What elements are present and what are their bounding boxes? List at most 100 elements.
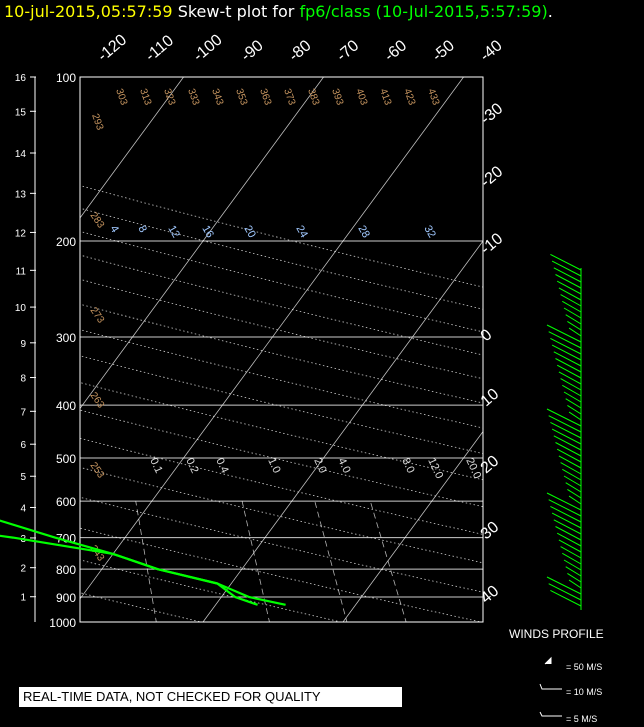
top-temp-label: -80	[286, 37, 315, 65]
wind-barb	[555, 442, 582, 457]
dry-adiabat	[80, 559, 343, 622]
height-tick-label: 1	[20, 593, 26, 604]
right-temp-label: 0	[478, 326, 496, 345]
wind-barb	[546, 576, 582, 595]
pressure-tick-label: 100	[56, 71, 76, 85]
wind-barb	[562, 384, 582, 397]
wind-barb	[568, 579, 582, 589]
isotherm-line	[80, 77, 464, 600]
title-text: Skew-t plot for	[172, 2, 300, 21]
right-temp-label: 10	[478, 386, 503, 411]
isotherm-line	[202, 240, 483, 622]
mixing-ratio-label: 12	[165, 224, 182, 241]
right-temp-label: -20	[478, 163, 507, 191]
top-temp-label: -60	[381, 37, 410, 65]
theta-label: 413	[377, 87, 393, 107]
wind-barb	[565, 398, 582, 409]
wind-barb	[563, 307, 582, 319]
theta-label: 373	[281, 87, 297, 107]
height-tick-label: 15	[15, 107, 27, 118]
wind-barb	[568, 411, 582, 421]
isotherm-line	[80, 77, 324, 410]
pressure-tick-label: 900	[56, 591, 76, 605]
top-temp-label: -100	[190, 31, 226, 65]
theta-label: 403	[353, 87, 369, 107]
wind-barb	[556, 280, 582, 295]
wind-legend-glyph	[539, 711, 562, 717]
wind-barb	[551, 344, 582, 361]
height-tick-label: 8	[20, 374, 26, 385]
mixing-ratio-label: 28	[355, 224, 372, 241]
saturation-mix-label: 0.1	[147, 456, 164, 475]
isotherm-line	[342, 430, 483, 622]
wind-barb	[565, 482, 582, 493]
wind-barb	[562, 552, 582, 565]
wind-legend-10: = 10 M/S	[566, 687, 603, 697]
temperature-line	[0, 519, 286, 606]
theta-label: 433	[425, 87, 441, 107]
wind-barb	[553, 435, 582, 451]
title-source: fp6/class (10-Jul-2015,5:57:59)	[299, 2, 548, 21]
theta-label: 333	[185, 87, 201, 107]
wind-barb	[550, 421, 582, 439]
wind-barb	[558, 287, 582, 301]
theta-label-left: 283	[88, 210, 107, 230]
wind-barb	[553, 267, 582, 283]
top-temp-label: -70	[334, 37, 363, 65]
right-temp-label: 40	[478, 583, 503, 608]
height-tick-label: 4	[20, 503, 26, 514]
wind-barb	[567, 572, 582, 583]
theta-label: 343	[209, 87, 225, 107]
title-timestamp: 10-jul-2015,05:57:59	[4, 2, 173, 21]
wind-barb	[560, 462, 582, 475]
wind-barb	[550, 505, 582, 523]
mixing-ratio-line	[314, 500, 348, 622]
wind-barb	[553, 351, 582, 367]
wind-barb	[567, 488, 582, 499]
height-tick-label: 16	[15, 73, 27, 84]
pressure-tick-label: 200	[56, 235, 76, 249]
theta-label: 293	[89, 112, 105, 132]
wind-barb	[553, 519, 582, 535]
wind-legend-glyph	[539, 683, 562, 690]
quality-banner: REAL-TIME DATA, NOT CHECKED FOR QUALITY	[19, 687, 402, 707]
saturation-mix-label: 0.4	[213, 456, 230, 475]
mixing-ratio-label: 24	[293, 224, 310, 241]
wind-barb	[555, 358, 582, 373]
isotherm-line	[623, 77, 644, 622]
saturation-mix-label: 2.0	[311, 456, 328, 475]
mixing-ratio-label: 8	[135, 224, 148, 235]
saturation-mix-label: 4.0	[335, 456, 352, 475]
pressure-tick-label: 300	[56, 331, 76, 345]
wind-barb	[562, 468, 582, 481]
wind-barb	[546, 324, 582, 343]
wind-barb	[560, 378, 582, 391]
height-tick-label: 5	[20, 472, 26, 483]
pressure-tick-label: 600	[56, 495, 76, 509]
pressure-tick-label: 400	[56, 399, 76, 413]
top-temp-label: -40	[477, 37, 506, 65]
wind-barb	[568, 327, 582, 337]
mixing-ratio-line	[135, 501, 157, 622]
wind-barb	[555, 526, 582, 541]
wind-legend-5: = 5 M/S	[566, 714, 598, 724]
pressure-tick-label: 800	[56, 563, 76, 577]
top-temp-label: -120	[95, 31, 131, 65]
wind-barb	[555, 274, 582, 289]
height-tick-label: 2	[20, 564, 26, 575]
wind-legend-50: = 50 M/S	[566, 662, 603, 672]
mixing-ratio-label: 32	[421, 224, 438, 241]
theta-label-left: 263	[88, 390, 107, 410]
wind-barb	[560, 546, 582, 559]
theta-label: 393	[329, 87, 345, 107]
wind-barb	[551, 428, 582, 445]
wind-barb	[558, 539, 582, 553]
height-tick-label: 11	[16, 266, 27, 277]
theta-label: 313	[137, 87, 153, 107]
wind-barb	[550, 253, 582, 271]
height-tick-label: 6	[20, 440, 26, 451]
theta-label-left: 273	[88, 305, 107, 325]
wind-barb	[556, 448, 582, 463]
dry-adiabat	[80, 592, 203, 622]
